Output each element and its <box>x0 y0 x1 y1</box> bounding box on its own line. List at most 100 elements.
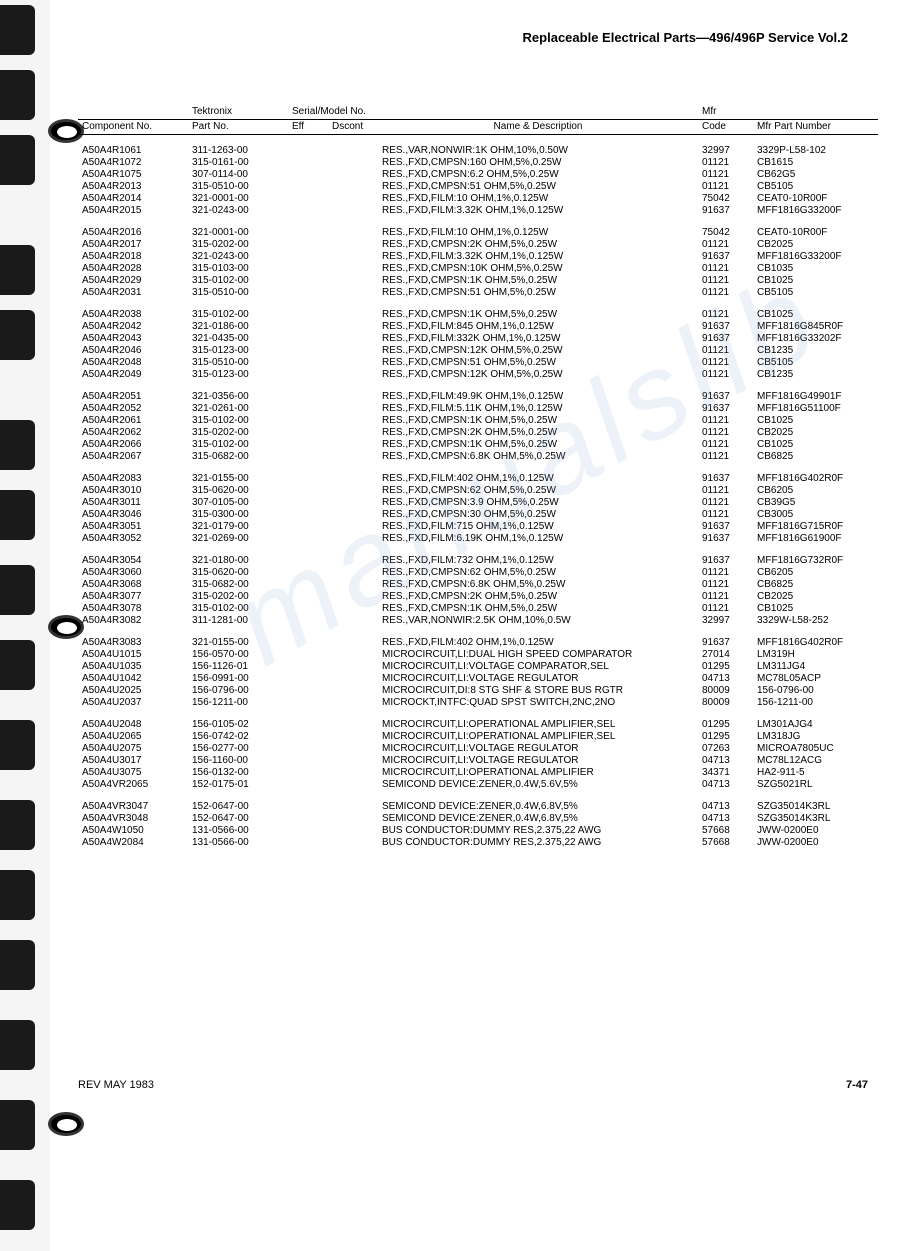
cell-eff <box>288 731 328 743</box>
cell-partno: 315-0202-00 <box>188 427 288 439</box>
cell-mpn: MFF1816G732R0F <box>753 555 878 567</box>
table-row: A50A4W1050131-0566-00BUS CONDUCTOR:DUMMY… <box>78 825 878 837</box>
cell-mfr: 01121 <box>698 567 753 579</box>
cell-name: RES.,FXD,CMPSN:1K OHM,5%,0.25W <box>378 603 698 615</box>
cell-eff <box>288 439 328 451</box>
cell-name: RES.,FXD,FILM:3.32K OHM,1%,0.125W <box>378 251 698 263</box>
cell-partno: 321-0261-00 <box>188 403 288 415</box>
cell-dscont <box>328 181 378 193</box>
cell-component: A50A4U1035 <box>78 661 188 673</box>
cell-eff <box>288 555 328 567</box>
cell-mfr: 91637 <box>698 403 753 415</box>
cell-name: SEMICOND DEVICE:ZENER,0.4W,6.8V,5% <box>378 813 698 825</box>
cell-partno: 321-0179-00 <box>188 521 288 533</box>
cell-mfr: 01121 <box>698 451 753 463</box>
cell-mfr: 91637 <box>698 333 753 345</box>
cell-eff <box>288 157 328 169</box>
cell-component: A50A4R2016 <box>78 227 188 239</box>
cell-eff <box>288 403 328 415</box>
cell-component: A50A4R2043 <box>78 333 188 345</box>
cell-dscont <box>328 333 378 345</box>
cell-mfr: 57668 <box>698 825 753 837</box>
binder-hole <box>48 1112 84 1136</box>
cell-name: SEMICOND DEVICE:ZENER,0.4W,5.6V,5% <box>378 779 698 791</box>
table-row: A50A4VR3048152-0647-00SEMICOND DEVICE:ZE… <box>78 813 878 825</box>
cell-name: MICROCIRCUIT,LI:OPERATIONAL AMPLIFIER,SE… <box>378 731 698 743</box>
cell-mfr: 01121 <box>698 415 753 427</box>
cell-partno: 315-0300-00 <box>188 509 288 521</box>
table-row: A50A4R2049315-0123-00RES.,FXD,CMPSN:12K … <box>78 369 878 381</box>
cell-name: RES.,FXD,CMPSN:1K OHM,5%,0.25W <box>378 309 698 321</box>
table-row: A50A4R3052321-0269-00RES.,FXD,FILM:6.19K… <box>78 533 878 545</box>
cell-mpn: MFF1816G33202F <box>753 333 878 345</box>
cell-component: A50A4R3010 <box>78 485 188 497</box>
cell-partno: 131-0566-00 <box>188 825 288 837</box>
cell-mpn: CB1025 <box>753 603 878 615</box>
cell-mpn: CB1035 <box>753 263 878 275</box>
cell-mpn: LM319H <box>753 649 878 661</box>
hdr-mfr-top: Mfr <box>698 105 753 120</box>
table-row: A50A4R1072315-0161-00RES.,FXD,CMPSN:160 … <box>78 157 878 169</box>
table-row: A50A4VR3047152-0647-00SEMICOND DEVICE:ZE… <box>78 801 878 813</box>
cell-name: RES.,FXD,FILM:49.9K OHM,1%,0.125W <box>378 391 698 403</box>
cell-name: RES.,FXD,FILM:6.19K OHM,1%,0.125W <box>378 533 698 545</box>
cell-partno: 156-1160-00 <box>188 755 288 767</box>
binder-tab <box>0 800 35 850</box>
cell-mpn: MFF1816G61900F <box>753 533 878 545</box>
cell-dscont <box>328 309 378 321</box>
table-row: A50A4U2037156-1211-00MICROCKT,INTFC:QUAD… <box>78 697 878 709</box>
cell-eff <box>288 239 328 251</box>
cell-mfr: 01295 <box>698 719 753 731</box>
table-row: A50A4R2061315-0102-00RES.,FXD,CMPSN:1K O… <box>78 415 878 427</box>
cell-dscont <box>328 567 378 579</box>
cell-mpn: LM318JG <box>753 731 878 743</box>
cell-partno: 311-1263-00 <box>188 145 288 157</box>
cell-partno: 307-0105-00 <box>188 497 288 509</box>
cell-mpn: CB1615 <box>753 157 878 169</box>
cell-name: RES.,FXD,CMPSN:2K OHM,5%,0.25W <box>378 591 698 603</box>
cell-mfr: 75042 <box>698 193 753 205</box>
table-row: A50A4R2017315-0202-00RES.,FXD,CMPSN:2K O… <box>78 239 878 251</box>
cell-dscont <box>328 451 378 463</box>
cell-component: A50A4R2051 <box>78 391 188 403</box>
cell-dscont <box>328 193 378 205</box>
cell-mpn: CB3005 <box>753 509 878 521</box>
cell-component: A50A4R1075 <box>78 169 188 181</box>
binder-tab <box>0 420 35 470</box>
cell-mpn: MFF1816G49901F <box>753 391 878 403</box>
cell-dscont <box>328 321 378 333</box>
cell-component: A50A4R2018 <box>78 251 188 263</box>
cell-name: RES.,FXD,CMPSN:51 OHM,5%,0.25W <box>378 357 698 369</box>
page-content: Replaceable Electrical Parts—496/496P Se… <box>78 30 878 849</box>
table-row: A50A4R1075307-0114-00RES.,FXD,CMPSN:6.2 … <box>78 169 878 181</box>
table-row: A50A4R2014321-0001-00RES.,FXD,FILM:10 OH… <box>78 193 878 205</box>
cell-component: A50A4VR3047 <box>78 801 188 813</box>
cell-dscont <box>328 275 378 287</box>
cell-eff <box>288 181 328 193</box>
cell-partno: 156-0991-00 <box>188 673 288 685</box>
cell-eff <box>288 427 328 439</box>
table-row: A50A4R2042321-0186-00RES.,FXD,FILM:845 O… <box>78 321 878 333</box>
table-row: A50A4R2067315-0682-00RES.,FXD,CMPSN:6.8K… <box>78 451 878 463</box>
binder-tab <box>0 135 35 185</box>
cell-partno: 315-0510-00 <box>188 357 288 369</box>
cell-mfr: 34371 <box>698 767 753 779</box>
cell-mpn: CB6205 <box>753 485 878 497</box>
cell-partno: 315-0102-00 <box>188 439 288 451</box>
group-gap <box>78 545 878 555</box>
cell-mpn: CB1025 <box>753 439 878 451</box>
cell-partno: 152-0647-00 <box>188 813 288 825</box>
cell-name: MICROCIRCUIT,LI:VOLTAGE REGULATOR <box>378 743 698 755</box>
cell-component: A50A4R2017 <box>78 239 188 251</box>
binder-tab <box>0 310 35 360</box>
cell-partno: 321-0269-00 <box>188 533 288 545</box>
cell-eff <box>288 369 328 381</box>
table-row: A50A4R2031315-0510-00RES.,FXD,CMPSN:51 O… <box>78 287 878 299</box>
table-row: A50A4R2013315-0510-00RES.,FXD,CMPSN:51 O… <box>78 181 878 193</box>
cell-name: SEMICOND DEVICE:ZENER,0.4W,6.8V,5% <box>378 801 698 813</box>
cell-partno: 156-0796-00 <box>188 685 288 697</box>
cell-mpn: CB6825 <box>753 579 878 591</box>
table-row: A50A4U2048156-0105-02MICROCIRCUIT,LI:OPE… <box>78 719 878 731</box>
cell-dscont <box>328 661 378 673</box>
cell-mfr: 01295 <box>698 731 753 743</box>
